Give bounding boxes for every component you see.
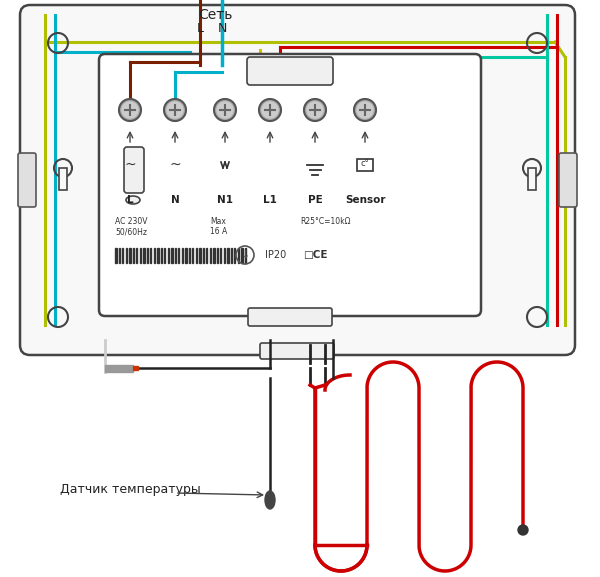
Bar — [154, 248, 155, 263]
Text: 50/60Hz: 50/60Hz — [115, 227, 147, 237]
Circle shape — [167, 102, 183, 118]
Text: ~: ~ — [169, 158, 181, 172]
Bar — [133, 366, 138, 370]
Text: IP20: IP20 — [265, 250, 286, 260]
Bar — [122, 248, 123, 263]
Bar — [528, 168, 536, 190]
Bar — [136, 248, 137, 263]
Bar — [150, 248, 151, 263]
Bar — [125, 248, 127, 263]
Ellipse shape — [126, 196, 140, 204]
Bar — [213, 248, 215, 263]
FancyBboxPatch shape — [99, 54, 481, 316]
Bar — [234, 248, 235, 263]
Text: R25°C=10kΩ: R25°C=10kΩ — [300, 218, 350, 227]
FancyBboxPatch shape — [18, 153, 36, 207]
Bar — [178, 248, 179, 263]
FancyBboxPatch shape — [124, 147, 144, 193]
FancyBboxPatch shape — [248, 308, 332, 326]
Text: Датчик температуры: Датчик температуры — [60, 484, 201, 496]
Bar — [188, 248, 190, 263]
Bar — [105, 365, 133, 372]
Bar — [167, 248, 169, 263]
Bar — [199, 248, 201, 263]
Circle shape — [307, 102, 323, 118]
Text: N: N — [170, 195, 179, 205]
Text: N: N — [217, 22, 227, 35]
Bar — [357, 159, 373, 171]
Bar — [196, 248, 197, 263]
Text: 16 A: 16 A — [210, 227, 227, 237]
Bar — [171, 248, 173, 263]
Bar — [217, 248, 218, 263]
Circle shape — [119, 99, 141, 121]
Bar — [175, 248, 176, 263]
Bar — [185, 248, 187, 263]
Text: L1: L1 — [263, 195, 277, 205]
Text: Sensor: Sensor — [345, 195, 385, 205]
Circle shape — [262, 102, 278, 118]
Bar — [59, 168, 67, 190]
Text: ~: ~ — [124, 158, 136, 172]
Circle shape — [259, 99, 281, 121]
FancyBboxPatch shape — [260, 343, 334, 359]
Bar — [206, 248, 207, 263]
Text: N1: N1 — [217, 195, 233, 205]
Circle shape — [122, 102, 138, 118]
Bar — [192, 248, 193, 263]
Text: Сеть: Сеть — [198, 8, 232, 22]
Text: Max: Max — [210, 218, 226, 227]
Bar — [230, 248, 232, 263]
Bar — [238, 248, 239, 263]
FancyBboxPatch shape — [559, 153, 577, 207]
Bar — [223, 248, 224, 263]
Text: □CE: □CE — [303, 250, 328, 260]
Circle shape — [518, 525, 528, 535]
Bar — [139, 248, 140, 263]
FancyBboxPatch shape — [247, 57, 333, 85]
Circle shape — [217, 102, 233, 118]
Bar — [157, 248, 159, 263]
Circle shape — [357, 102, 373, 118]
Bar — [220, 248, 221, 263]
Circle shape — [304, 99, 326, 121]
FancyBboxPatch shape — [20, 5, 575, 355]
Bar — [164, 248, 165, 263]
Bar — [143, 248, 145, 263]
Text: L: L — [127, 195, 133, 205]
Bar — [129, 248, 131, 263]
Text: ↓: ↓ — [241, 250, 250, 260]
Bar — [115, 248, 117, 263]
Bar — [209, 248, 211, 263]
Bar — [227, 248, 229, 263]
Circle shape — [214, 99, 236, 121]
Text: c°: c° — [361, 159, 370, 167]
Circle shape — [164, 99, 186, 121]
Ellipse shape — [265, 491, 275, 509]
Text: L: L — [197, 22, 203, 35]
Text: AC 230V: AC 230V — [115, 218, 148, 227]
Bar — [146, 248, 148, 263]
Circle shape — [354, 99, 376, 121]
Text: PE: PE — [308, 195, 322, 205]
Bar — [241, 248, 243, 263]
